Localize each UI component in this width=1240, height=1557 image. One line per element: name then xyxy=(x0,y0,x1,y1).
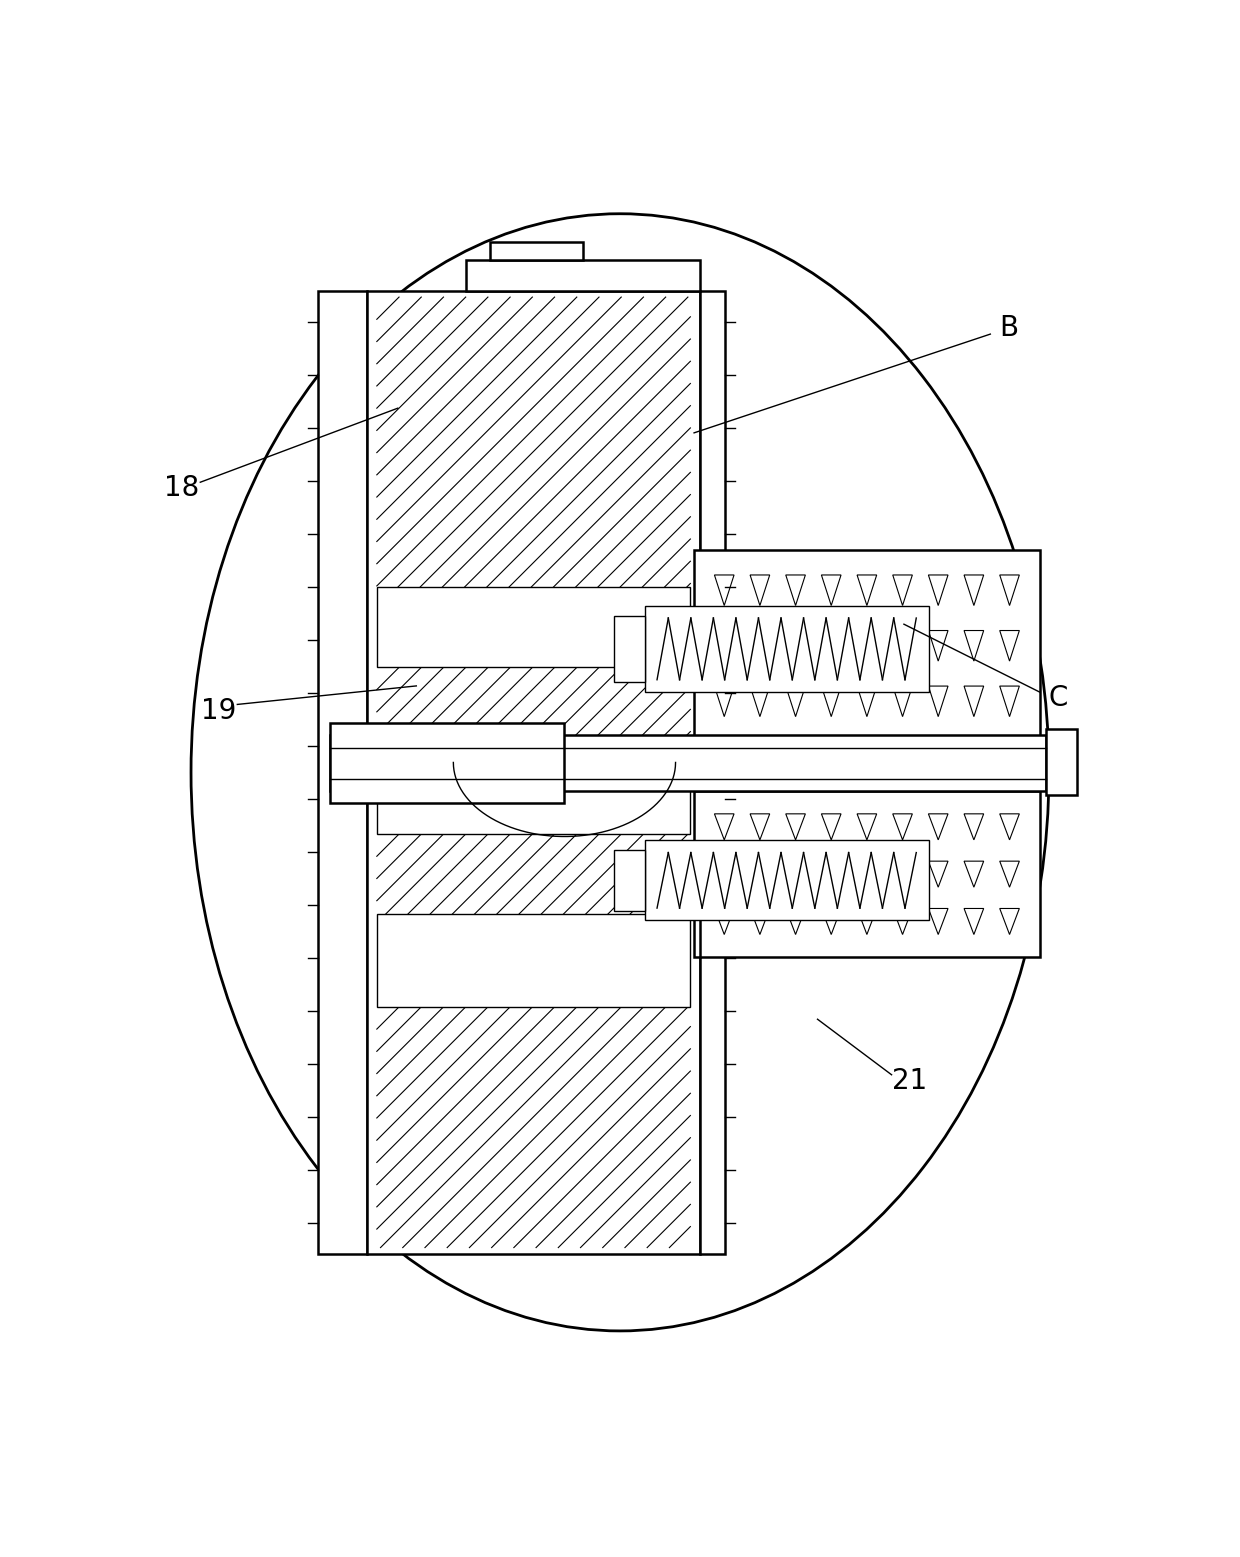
Text: 21: 21 xyxy=(893,1067,928,1095)
Bar xyxy=(490,241,583,260)
Bar xyxy=(466,260,701,291)
Bar xyxy=(330,722,564,803)
Bar xyxy=(1045,729,1076,794)
Bar xyxy=(614,850,645,911)
Bar xyxy=(317,291,367,1253)
Text: B: B xyxy=(999,315,1018,343)
Bar xyxy=(614,615,645,682)
Bar xyxy=(367,291,701,1253)
Bar xyxy=(330,735,1045,791)
Bar xyxy=(701,291,725,1253)
Bar xyxy=(694,550,1039,741)
Text: C: C xyxy=(1049,684,1068,712)
Bar xyxy=(377,914,691,1007)
Bar xyxy=(377,587,691,668)
Bar xyxy=(645,841,929,920)
Bar xyxy=(645,606,929,693)
Bar xyxy=(377,747,691,835)
Bar xyxy=(694,791,1039,958)
Text: 18: 18 xyxy=(164,475,200,503)
Text: 19: 19 xyxy=(201,696,237,724)
